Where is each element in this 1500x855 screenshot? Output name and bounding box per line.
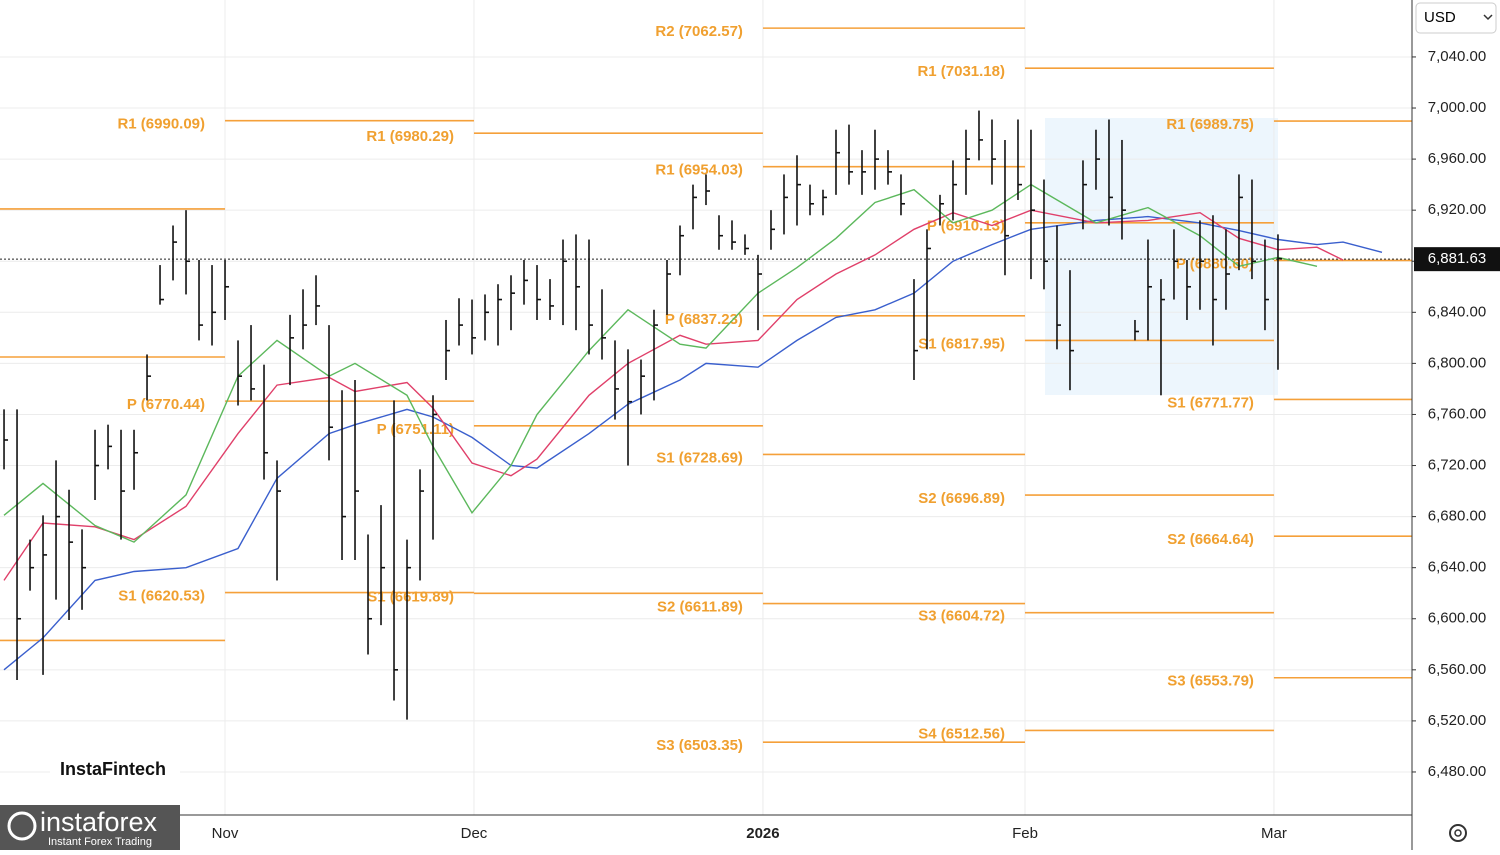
pivot-label: P (6770.44) bbox=[127, 396, 205, 413]
y-tick-label: 6,720.00 bbox=[1428, 457, 1486, 474]
pivot-label: S3 (6503.35) bbox=[656, 737, 743, 754]
last-price-tag bbox=[1414, 247, 1500, 272]
pivot-label: R1 (6980.29) bbox=[366, 128, 454, 145]
pivot-label: S1 (6619.89) bbox=[367, 588, 454, 605]
moving-average bbox=[3, 215, 1383, 671]
logo-text: instaforex bbox=[40, 807, 158, 837]
logo-box bbox=[0, 805, 180, 850]
y-tick-label: 6,640.00 bbox=[1428, 559, 1486, 576]
pivot-label: S4 (6512.56) bbox=[918, 725, 1005, 742]
pivot-label: S1 (6771.77) bbox=[1167, 394, 1254, 411]
x-tick-label: Dec bbox=[461, 825, 488, 842]
y-tick-label: 6,680.00 bbox=[1428, 508, 1486, 525]
pivot-label: R1 (6990.09) bbox=[117, 116, 205, 133]
y-tick-label: 6,560.00 bbox=[1428, 661, 1486, 678]
y-tick-label: 6,760.00 bbox=[1428, 405, 1486, 422]
pivot-label: S2 (6664.64) bbox=[1167, 531, 1254, 548]
moving-average bbox=[3, 209, 1344, 581]
watermark-brand: InstaFintech bbox=[60, 759, 166, 779]
pivot-label: S3 (6553.79) bbox=[1167, 673, 1254, 690]
x-tick-label: Mar bbox=[1261, 825, 1287, 842]
y-tick-label: 6,960.00 bbox=[1428, 150, 1486, 167]
pivot-label: P (6837.23) bbox=[665, 311, 743, 328]
x-tick-label: Feb bbox=[1012, 825, 1038, 842]
pivots: R1 (6990.09) P (6770.44) S1 (6620.53) R1 (6… bbox=[0, 23, 1412, 754]
currency-label[interactable]: USD bbox=[1424, 9, 1456, 26]
watermark-box bbox=[50, 735, 180, 805]
pivot-label: S1 (6620.53) bbox=[118, 588, 205, 605]
y-tick-label: 7,040.00 bbox=[1428, 48, 1486, 65]
settings-center[interactable] bbox=[1454, 829, 1462, 837]
pivot-label: S1 (6728.69) bbox=[656, 449, 743, 466]
bars bbox=[3, 110, 1282, 720]
logo-icon bbox=[7, 811, 37, 841]
y-tick-label: 6,840.00 bbox=[1428, 303, 1486, 320]
pivot-label: S3 (6604.72) bbox=[918, 608, 1005, 625]
settings-icon[interactable] bbox=[1449, 824, 1467, 842]
y-tick-label: 7,000.00 bbox=[1428, 99, 1486, 116]
pivot-label: S1 (6817.95) bbox=[918, 335, 1005, 352]
pivot-label: P (6751.11) bbox=[377, 421, 454, 438]
pivot-label: R1 (7031.18) bbox=[917, 63, 1005, 80]
last-price-label: 6,881.63 bbox=[1428, 250, 1486, 267]
pivot-label: R1 (6954.03) bbox=[655, 162, 743, 179]
x-tick-label: Nov bbox=[212, 825, 239, 842]
pivot-label: R1 (6989.75) bbox=[1166, 116, 1254, 133]
settings-gear[interactable] bbox=[1449, 824, 1467, 842]
pivot-label: S2 (6696.89) bbox=[918, 490, 1005, 507]
y-tick-label: 6,520.00 bbox=[1428, 712, 1486, 729]
y-tick-label: 6,600.00 bbox=[1428, 610, 1486, 627]
pivot-label: S2 (6611.89) bbox=[657, 599, 743, 616]
logo-tagline: Instant Forex Trading bbox=[48, 836, 152, 848]
pivot-label: P (6880.60) bbox=[1176, 255, 1254, 272]
axes: 6,480.00 6,520.00 6,560.00 6,600.00 6,640.00… bbox=[212, 48, 1500, 842]
x-tick-label: 2026 bbox=[746, 825, 779, 842]
currency-select[interactable] bbox=[1415, 2, 1497, 34]
y-tick-label: 6,920.00 bbox=[1428, 201, 1486, 218]
pivot-label: R2 (7062.57) bbox=[655, 23, 743, 40]
y-tick-label: 6,800.00 bbox=[1428, 354, 1486, 371]
pivot-label: P (6910.13) bbox=[927, 218, 1005, 235]
y-tick-label: 6,480.00 bbox=[1428, 763, 1486, 780]
dropdown-arrow[interactable] bbox=[1483, 14, 1493, 21]
